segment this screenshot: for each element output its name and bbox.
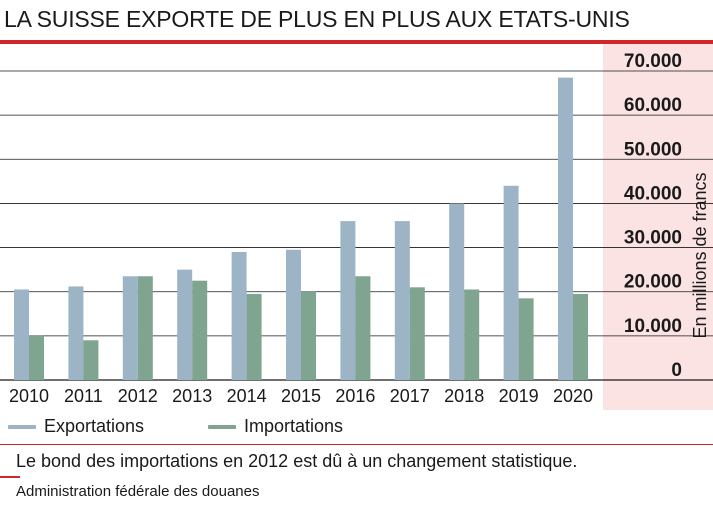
bar-importations-2013	[192, 280, 208, 380]
legend-swatch-exportations	[8, 425, 36, 430]
bar-importations-2020	[573, 293, 588, 380]
bar-exportations-2013	[177, 269, 193, 380]
legend-label-exportations: Exportations	[44, 416, 145, 436]
x-tick-label: 2016	[335, 386, 375, 406]
y-tick-label: 10.000	[624, 316, 682, 337]
bar-exportations-2014	[231, 251, 247, 380]
bar-importations-2017	[409, 287, 425, 380]
bar-importations-2018	[464, 289, 480, 380]
bar-exportations-2018	[449, 203, 465, 380]
x-tick-label: 2011	[64, 386, 103, 406]
y-tick-label: 30.000	[624, 228, 682, 249]
bar-importations-2019	[518, 298, 534, 380]
legend-item-importations: Importations	[208, 416, 343, 437]
source: Administration fédérale des douanes	[16, 483, 260, 500]
x-tick-labels: 2010 2011 2012 2013 2014 2015 2016 2017 2018 2019…	[9, 386, 593, 406]
y-tick-labels: 0 10.000 20.000 30.000 40.000 50.000 60.000 70.…	[624, 51, 682, 381]
bars	[14, 77, 588, 380]
y-tick-label: 0	[671, 360, 682, 381]
x-tick-label: 2014	[227, 386, 267, 406]
x-tick-label: 2012	[118, 386, 158, 406]
y-tick-label: 50.000	[624, 139, 682, 160]
legend-swatch-importations	[208, 425, 236, 430]
x-tick-label: 2015	[281, 386, 321, 406]
x-tick-label: 2017	[390, 386, 430, 406]
bar-chart: 2010 2011 2012 2013 2014 2015 2016 2017 2018 2019…	[0, 44, 713, 410]
chart-title: LA SUISSE EXPORTE DE PLUS EN PLUS AUX ET…	[4, 6, 630, 32]
bar-exportations-2015	[286, 249, 301, 380]
legend-item-exportations: Exportations	[8, 416, 144, 437]
source-mark	[0, 476, 20, 478]
x-tick-label: 2020	[553, 386, 593, 406]
gridlines	[0, 70, 713, 381]
x-tick-label: 2018	[444, 386, 484, 406]
bar-exportations-2016	[340, 221, 356, 380]
y-tick-label: 70.000	[624, 51, 682, 72]
y-tick-label: 60.000	[624, 95, 682, 116]
footnote: Le bond des importations en 2012 est dû …	[16, 451, 578, 471]
bar-exportations-2017	[394, 221, 410, 380]
bar-exportations-2010	[14, 289, 29, 380]
bar-exportations-2020	[558, 77, 573, 380]
y-tick-label: 40.000	[624, 183, 682, 204]
y-tick-label: 20.000	[624, 272, 682, 293]
bar-exportations-2012	[122, 276, 138, 380]
x-tick-label: 2010	[9, 386, 49, 406]
y-axis-panel	[603, 44, 713, 410]
x-tick-label: 2013	[172, 386, 212, 406]
bar-importations-2011	[83, 340, 99, 380]
title-rule	[0, 40, 713, 44]
y-axis-label: En millions de francs	[690, 172, 710, 338]
bar-importations-2010	[29, 335, 44, 380]
bar-exportations-2011	[68, 286, 84, 380]
bar-importations-2014	[246, 293, 262, 380]
x-tick-label: 2019	[499, 386, 539, 406]
bar-importations-2016	[355, 276, 371, 380]
bar-importations-2012	[137, 276, 153, 380]
bar-exportations-2019	[503, 185, 519, 380]
bar-importations-2015	[301, 291, 316, 380]
note-rule	[0, 444, 713, 445]
legend-label-importations: Importations	[244, 416, 344, 436]
